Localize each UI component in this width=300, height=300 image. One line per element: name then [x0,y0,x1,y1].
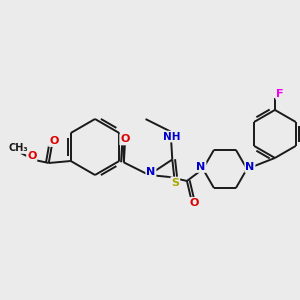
Text: O: O [49,136,58,146]
Text: N: N [245,162,255,172]
Text: O: O [189,198,199,208]
Text: N: N [196,162,206,172]
Text: O: O [120,134,130,144]
Text: O: O [27,151,36,161]
Text: CH₃: CH₃ [9,143,28,153]
Text: NH: NH [163,132,180,142]
Text: S: S [171,178,179,188]
Text: F: F [276,89,284,99]
Text: N: N [146,167,156,177]
